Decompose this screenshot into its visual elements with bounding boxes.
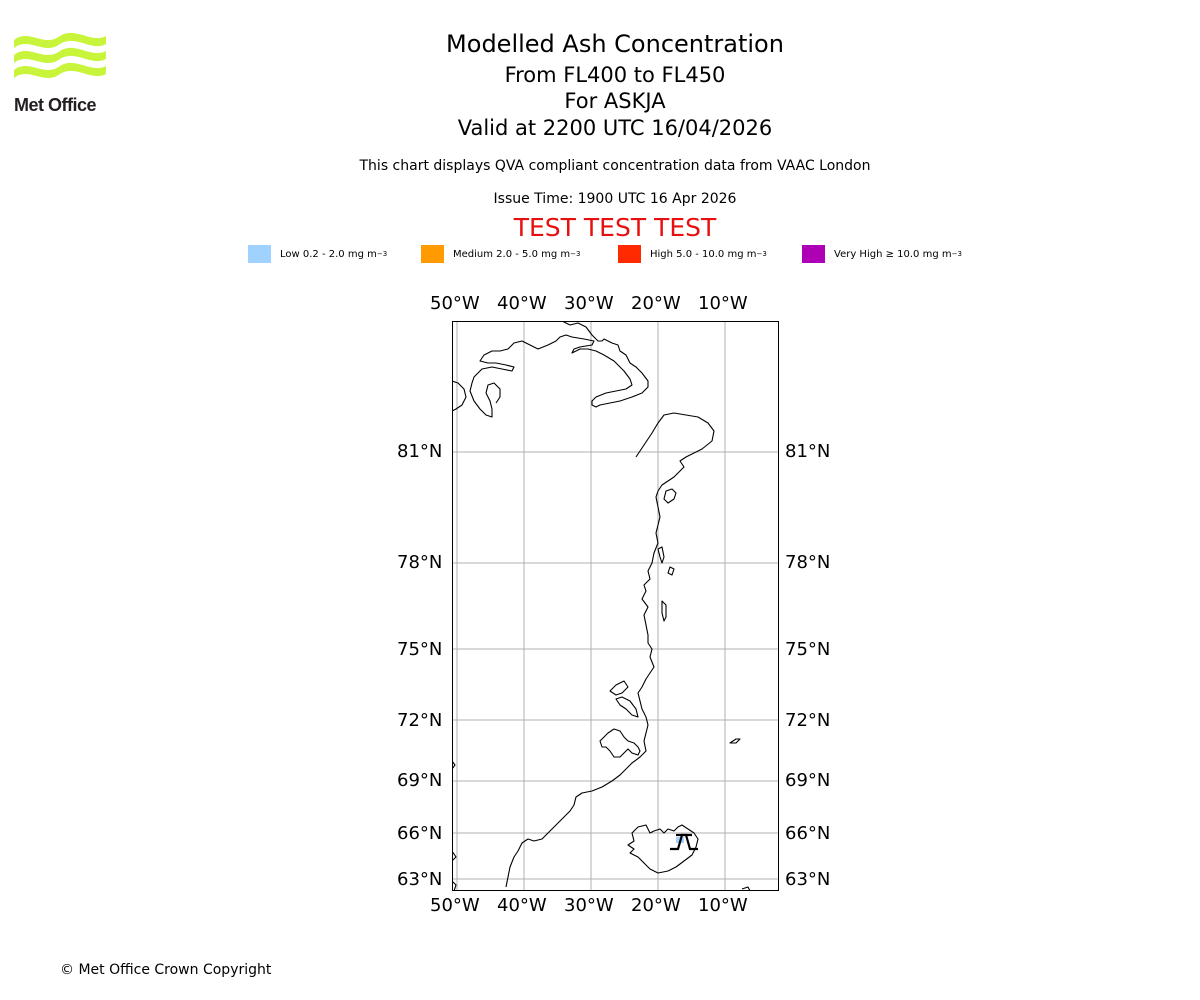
fjord-inlet-1 — [609, 680, 629, 696]
lat-label-left: 69°N — [397, 770, 443, 791]
greenland-west-stub — [452, 380, 467, 412]
met-office-wordmark: Met Office — [14, 95, 97, 115]
lat-label-right: 75°N — [785, 639, 831, 660]
lat-label-left: 72°N — [397, 710, 443, 731]
legend-exponent: −3 — [756, 250, 767, 258]
flight-level-range: From FL400 to FL450 — [504, 63, 726, 87]
lat-label-right: 72°N — [785, 710, 831, 731]
legend-exponent: −3 — [376, 250, 388, 258]
map-frame — [452, 321, 779, 891]
legend-label-medium: Medium 2.0 - 5.0 mg m — [453, 248, 571, 260]
ash-map[interactable] — [452, 321, 779, 891]
legend-item-low: Low 0.2 - 2.0 mg m −3 — [248, 245, 387, 263]
legend-item-very-high: Very High ≥ 10.0 mg m −3 — [802, 245, 962, 263]
lon-label-bottom: 10°W — [698, 895, 748, 916]
lat-label-left: 66°N — [397, 823, 443, 844]
lat-label-right: 69°N — [785, 770, 831, 791]
lon-label-top: 10°W — [698, 293, 748, 314]
lon-label-top: 40°W — [497, 293, 547, 314]
issue-time: Issue Time: 1900 UTC 16 Apr 2026 — [493, 191, 737, 207]
lat-label-right: 63°N — [785, 869, 831, 890]
legend-label-high: High 5.0 - 10.0 mg m — [650, 248, 757, 260]
volcano-name: For ASKJA — [564, 89, 666, 113]
east-greenland-island-1 — [657, 546, 665, 564]
lon-label-bottom: 50°W — [430, 895, 480, 916]
greenland-east-coast — [505, 412, 715, 888]
iceland-coast — [627, 824, 699, 874]
scoresby-sund — [599, 728, 641, 758]
lon-label-bottom: 20°W — [631, 895, 681, 916]
greenland-north-coast — [469, 321, 649, 418]
copyright-notice: © Met Office Crown Copyright — [60, 962, 272, 978]
volcano-icon — [670, 833, 698, 851]
coastlines — [452, 321, 751, 891]
legend-exponent: −3 — [951, 250, 962, 258]
legend-label-low: Low 0.2 - 2.0 mg m — [280, 248, 377, 260]
lat-label-left: 63°N — [397, 869, 443, 890]
lat-label-right: 78°N — [785, 552, 831, 573]
lat-label-left: 81°N — [397, 441, 443, 462]
legend-swatch-high — [618, 245, 641, 263]
legend-swatch-medium — [421, 245, 444, 263]
lat-label-left: 75°N — [397, 639, 443, 660]
svalbard-island — [663, 488, 677, 504]
valid-time: Valid at 2200 UTC 16/04/2026 — [457, 116, 773, 140]
faroe-stub — [741, 886, 751, 891]
chart-title: Modelled Ash Concentration — [446, 30, 784, 58]
legend-item-medium: Medium 2.0 - 5.0 mg m −3 — [421, 245, 580, 263]
legend-item-high: High 5.0 - 10.0 mg m −3 — [618, 245, 767, 263]
met-office-logo: Met Office — [14, 30, 106, 115]
lat-label-right: 66°N — [785, 823, 831, 844]
lon-label-bottom: 30°W — [564, 895, 614, 916]
legend-swatch-low — [248, 245, 271, 263]
legend-exponent: −3 — [570, 250, 581, 258]
qva-disclaimer: This chart displays QVA compliant concen… — [359, 158, 871, 174]
legend-swatch-very-high — [802, 245, 825, 263]
lat-label-left: 78°N — [397, 552, 443, 573]
lon-label-top: 30°W — [564, 293, 614, 314]
east-greenland-island-2 — [661, 600, 667, 622]
east-greenland-island-3 — [667, 566, 675, 576]
graticule — [452, 321, 779, 891]
fjord-inlet-2 — [615, 696, 639, 718]
lon-label-bottom: 40°W — [497, 895, 547, 916]
test-banner: TEST TEST TEST — [513, 213, 717, 242]
met-office-waves-icon — [14, 32, 106, 78]
jan-mayen — [729, 738, 741, 744]
lat-label-right: 81°N — [785, 441, 831, 462]
lon-label-top: 50°W — [430, 293, 480, 314]
lon-label-top: 20°W — [631, 293, 681, 314]
legend-label-very-high: Very High ≥ 10.0 mg m — [834, 248, 952, 260]
